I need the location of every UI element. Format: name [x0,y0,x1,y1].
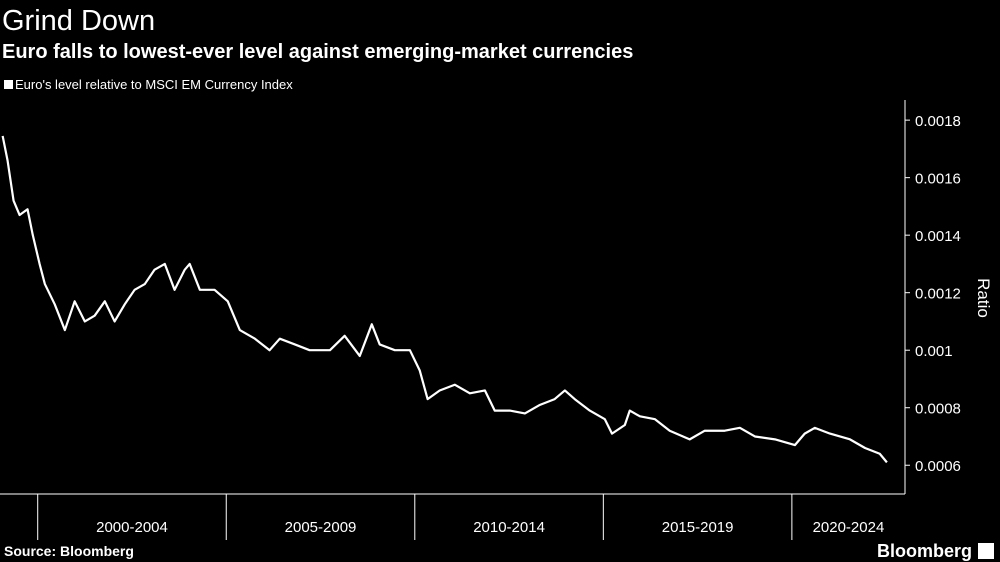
chart-title: Grind Down [2,5,155,37]
x-period-label: 2005-2009 [285,519,357,536]
brand-icon [978,543,994,559]
y-tick-label: 0.0012 [915,286,961,303]
legend-swatch [4,80,13,89]
x-period-label: 2010-2014 [473,519,545,536]
x-period-label: 2000-2004 [96,519,168,536]
source: Source: Bloomberg [4,543,134,559]
y-tick-label: 0.001 [915,343,953,360]
chart-subtitle: Euro falls to lowest-ever level against … [2,41,633,63]
legend-label: Euro's level relative to MSCI EM Currenc… [15,77,293,92]
y-tick-label: 0.0016 [915,171,961,188]
x-period-label: 2015-2019 [662,519,734,536]
y-tick-label: 0.0006 [915,458,961,475]
brand: Bloomberg [877,541,972,561]
y-tick-label: 0.0018 [915,113,961,130]
y-tick-label: 0.0008 [915,401,961,418]
series-line [1,135,888,464]
y-tick-label: 0.0014 [915,228,961,245]
x-period-label: 2020-2024 [813,519,885,536]
y-axis-label: Ratio [974,278,993,318]
